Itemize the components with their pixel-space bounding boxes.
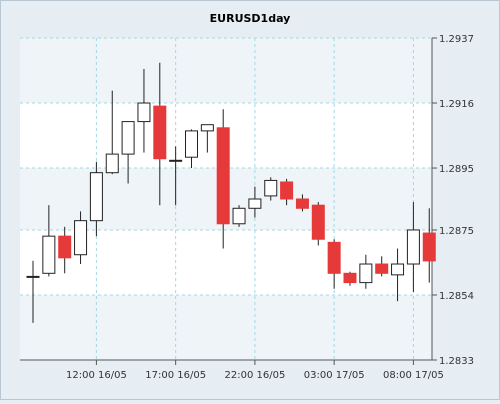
x-tick-label: 17:00 16/05: [145, 370, 206, 381]
candle-body-bearish: [216, 127, 230, 225]
candle-body-bullish: [264, 179, 278, 197]
candle-body-bullish: [74, 220, 88, 256]
candle-body-bullish: [105, 153, 119, 174]
candle-body-bullish: [359, 263, 373, 284]
plot-band: [20, 229, 432, 295]
candle-body-bullish: [248, 198, 262, 209]
candle: [422, 208, 436, 283]
candle-body-bullish: [137, 102, 151, 123]
y-tick-label: 1.2833: [439, 356, 474, 367]
candle: [248, 186, 262, 218]
y-tick-label: 1.2937: [439, 34, 474, 45]
candle: [105, 90, 119, 175]
candle-body-bullish: [200, 124, 214, 132]
candle-body-bearish: [295, 198, 309, 209]
y-tick-label: 1.2875: [439, 226, 474, 237]
candle: [264, 177, 278, 201]
candle-body-bearish: [153, 105, 167, 160]
candle: [74, 211, 88, 265]
candle: [153, 62, 167, 206]
candle: [137, 68, 151, 153]
candle: [311, 202, 325, 246]
candle: [200, 124, 214, 153]
candle: [169, 146, 183, 206]
y-tick-label: 1.2895: [439, 164, 474, 175]
candle: [280, 178, 294, 206]
candle: [295, 194, 309, 212]
candle: [343, 271, 357, 286]
candle-body-bullish: [26, 275, 40, 278]
candle-body-bullish: [42, 235, 56, 274]
candle: [26, 260, 40, 323]
x-tick-label: 22:00 16/05: [224, 370, 285, 381]
candle-body-bullish: [121, 121, 135, 155]
candle-body-bullish: [391, 263, 405, 276]
candle: [216, 109, 230, 249]
x-tick-label: 08:00 17/05: [383, 370, 444, 381]
chart-title: EURUSD1day: [210, 12, 291, 25]
candle: [58, 226, 72, 274]
candle: [375, 256, 389, 277]
plot-area: 1.2833 1.2854 1.2875 1.2895 1.2916 1.2937 12:0…: [20, 34, 474, 381]
candle-body-bullish: [89, 172, 103, 222]
candle-body-bullish: [185, 130, 198, 158]
candle: [185, 129, 198, 169]
x-tick-label: 12:00 16/05: [66, 370, 127, 381]
y-tick-label: 1.2854: [439, 291, 474, 302]
y-tick-label: 1.2916: [439, 99, 474, 110]
candle-body-bearish: [327, 241, 341, 274]
candle-body-bullish: [232, 207, 246, 225]
x-tick-label: 03:00 17/05: [304, 370, 365, 381]
candle: [121, 121, 135, 184]
candle: [232, 205, 246, 227]
candle: [359, 254, 373, 289]
candle-body-bearish: [280, 181, 294, 200]
candle: [42, 205, 56, 277]
candle-body-bullish: [169, 159, 183, 162]
candle: [391, 248, 405, 302]
candle-body-bullish: [406, 229, 420, 265]
candle-body-bearish: [58, 235, 72, 259]
candle: [327, 239, 341, 289]
candle-body-bearish: [343, 272, 357, 284]
candle-body-bearish: [375, 263, 389, 274]
candle-body-bearish: [422, 232, 436, 262]
candle: [406, 202, 420, 292]
candle-body-bearish: [311, 204, 325, 240]
candle: [89, 161, 103, 237]
